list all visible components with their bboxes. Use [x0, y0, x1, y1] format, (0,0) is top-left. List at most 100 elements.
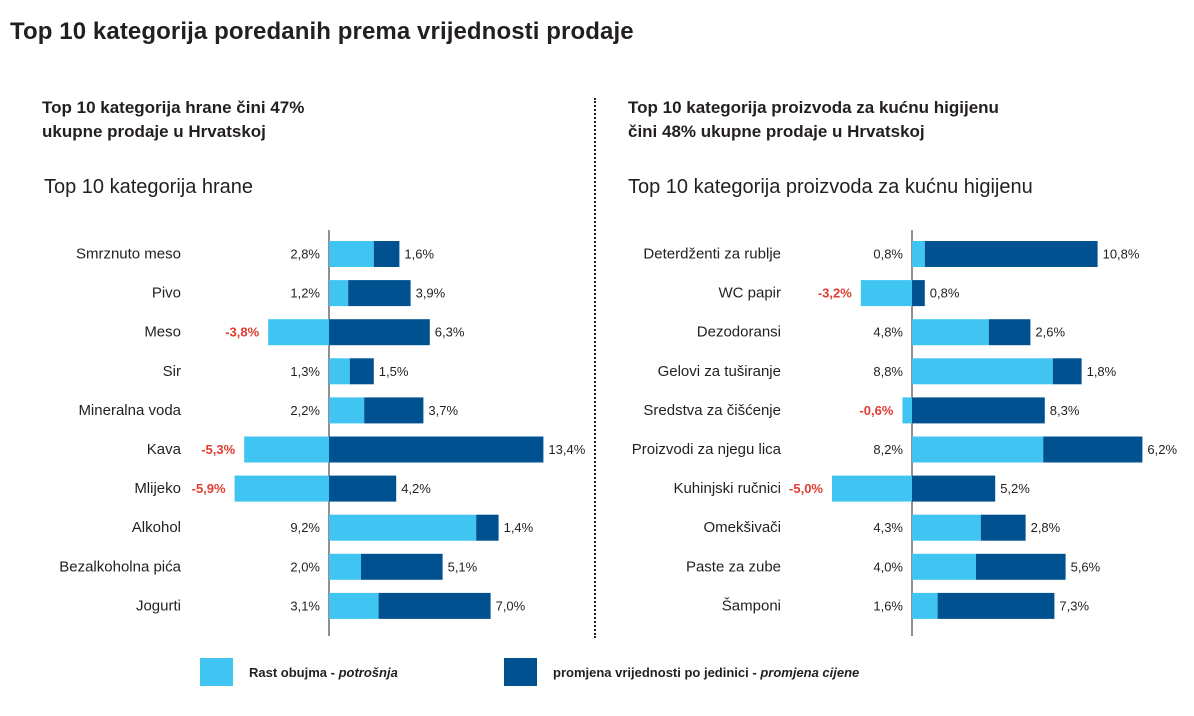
- data-label-price: 5,2%: [1000, 481, 1030, 496]
- bar-row-samponi: Šamponi 1,6% 7,3%: [722, 592, 1089, 619]
- data-label-volume: 4,3%: [873, 520, 903, 535]
- bar-row-paste-za-zube: Paste za zube 4,0% 5,6%: [686, 553, 1101, 580]
- data-label-volume: 1,3%: [290, 364, 320, 379]
- bar-price: [329, 319, 430, 346]
- bar-volume: [902, 397, 912, 424]
- bar-volume: [244, 436, 329, 463]
- bar-row-deterdzenti-za-rublje: Deterdženti za rublje 0,8% 10,8%: [643, 241, 1140, 267]
- food-bar-chart: Smrznuto meso 2,8% 1,6% Pivo 1,2% 3,9% Meso -3,…: [59, 230, 586, 636]
- data-label-price: 7,3%: [1059, 598, 1089, 613]
- category-label: Sir: [163, 363, 181, 380]
- bar-volume: [268, 319, 329, 346]
- bar-volume: [912, 241, 925, 267]
- category-label: Sredstva za čišćenje: [643, 402, 781, 419]
- category-label: Proizvodi za njegu lica: [632, 441, 782, 458]
- hygiene-subtitle-line1: Top 10 kategorija proizvoda za kućnu hig…: [628, 98, 999, 117]
- bar-volume: [329, 358, 350, 385]
- bar-price: [988, 319, 1031, 346]
- bar-row-mineralna-voda: Mineralna voda 2,2% 3,7%: [78, 397, 458, 424]
- data-label-price: 8,3%: [1050, 403, 1080, 418]
- data-label-volume: 9,2%: [290, 520, 320, 535]
- data-label-volume: 2,8%: [290, 247, 320, 262]
- bar-volume: [912, 358, 1053, 385]
- data-label-volume: -5,3%: [201, 442, 235, 457]
- data-label-price: 2,6%: [1035, 325, 1065, 340]
- bar-price: [976, 553, 1066, 580]
- bar-volume: [329, 553, 361, 580]
- data-label-price: 7,0%: [496, 598, 526, 613]
- category-label: Gelovi za tuširanje: [658, 363, 781, 380]
- bar-price: [980, 514, 1026, 541]
- food-subtitle-line1: Top 10 kategorija hrane čini 47%: [42, 98, 305, 117]
- data-label-volume: 8,8%: [873, 364, 903, 379]
- bar-row-dezodoransi: Dezodoransi 4,8% 2,6%: [697, 319, 1065, 346]
- data-label-volume: 4,0%: [873, 559, 903, 574]
- legend-price: promjena vrijednosti po jedinici - promj…: [504, 658, 859, 686]
- bar-volume: [912, 319, 989, 346]
- bar-price: [937, 592, 1055, 619]
- legend-volume: Rast obujma - potrošnja: [200, 658, 398, 686]
- data-label-volume: 1,2%: [290, 286, 320, 301]
- legend-swatch-volume: [200, 658, 233, 686]
- category-label: Kava: [147, 441, 182, 458]
- bar-price: [373, 241, 400, 267]
- bar-price: [378, 592, 491, 619]
- hygiene-subtitle-line2: čini 48% ukupne prodaje u Hrvatskoj: [628, 122, 925, 141]
- bar-row-sredstva-za-ciscenje: Sredstva za čišćenje -0,6% 8,3%: [643, 397, 1080, 424]
- bar-volume: [912, 553, 976, 580]
- data-label-volume: 3,1%: [290, 598, 320, 613]
- data-label-volume: 4,8%: [873, 325, 903, 340]
- legend-label-price: promjena vrijednosti po jedinici - promj…: [553, 664, 860, 680]
- bar-price: [349, 358, 374, 385]
- bar-volume: [329, 397, 365, 424]
- data-label-price: 13,4%: [548, 442, 585, 457]
- bar-row-proizvodi-za-njegu-lica: Proizvodi za njegu lica 8,2% 6,2%: [632, 436, 1177, 463]
- bar-row-pivo: Pivo 1,2% 3,9%: [152, 280, 446, 307]
- bar-volume: [329, 280, 349, 307]
- data-label-volume: -5,9%: [192, 481, 226, 496]
- bar-volume: [912, 514, 981, 541]
- category-label: Meso: [144, 324, 181, 341]
- data-label-price: 1,8%: [1087, 364, 1117, 379]
- bar-price: [924, 241, 1098, 267]
- bar-price: [364, 397, 424, 424]
- bar-row-wc-papir: WC papir -3,2% 0,8%: [718, 280, 960, 307]
- bar-row-jogurti: Jogurti 3,1% 7,0%: [136, 592, 526, 619]
- data-label-volume: 1,6%: [873, 598, 903, 613]
- bar-volume: [912, 436, 1044, 463]
- bar-price: [348, 280, 411, 307]
- bar-volume: [860, 280, 912, 307]
- data-label-price: 1,6%: [404, 247, 434, 262]
- data-label-price: 0,8%: [930, 286, 960, 301]
- bar-price: [912, 397, 1045, 424]
- page-title: Top 10 kategorija poredanih prema vrijed…: [10, 18, 634, 45]
- data-label-price: 4,2%: [401, 481, 431, 496]
- data-label-price: 6,3%: [435, 325, 465, 340]
- bar-row-smrznuto-meso: Smrznuto meso 2,8% 1,6%: [76, 241, 434, 267]
- bar-row-kava: Kava -5,3% 13,4%: [147, 436, 586, 463]
- bar-row-kuhinjski-rucnici: Kuhinjski ručnici -5,0% 5,2%: [673, 475, 1030, 502]
- bar-volume: [329, 592, 379, 619]
- bar-price: [476, 514, 499, 541]
- bar-price: [912, 475, 996, 502]
- bar-price: [1043, 436, 1143, 463]
- data-label-price: 3,7%: [428, 403, 458, 418]
- category-label: Bezalkoholna pića: [59, 558, 181, 575]
- food-chart-title: Top 10 kategorija hrane: [44, 176, 254, 198]
- data-label-price: 2,8%: [1031, 520, 1061, 535]
- data-label-price: 1,4%: [504, 520, 534, 535]
- bar-row-alkohol: Alkohol 9,2% 1,4%: [132, 514, 534, 541]
- data-label-volume: -0,6%: [859, 403, 893, 418]
- bar-price: [329, 475, 397, 502]
- category-label: Kuhinjski ručnici: [673, 480, 781, 497]
- category-label: Deterdženti za rublje: [643, 246, 781, 263]
- legend-label-volume: Rast obujma - potrošnja: [249, 664, 398, 680]
- category-label: Jogurti: [136, 597, 181, 614]
- data-label-price: 3,9%: [416, 286, 446, 301]
- hygiene-bar-chart: Deterdženti za rublje 0,8% 10,8% WC papir -3…: [632, 230, 1177, 636]
- category-label: Paste za zube: [686, 558, 781, 575]
- bar-row-meso: Meso -3,8% 6,3%: [144, 319, 465, 346]
- data-label-price: 1,5%: [379, 364, 409, 379]
- hygiene-subtitle: Top 10 kategorija proizvoda za kućnu hig…: [628, 96, 999, 144]
- category-label: Mineralna voda: [78, 402, 181, 419]
